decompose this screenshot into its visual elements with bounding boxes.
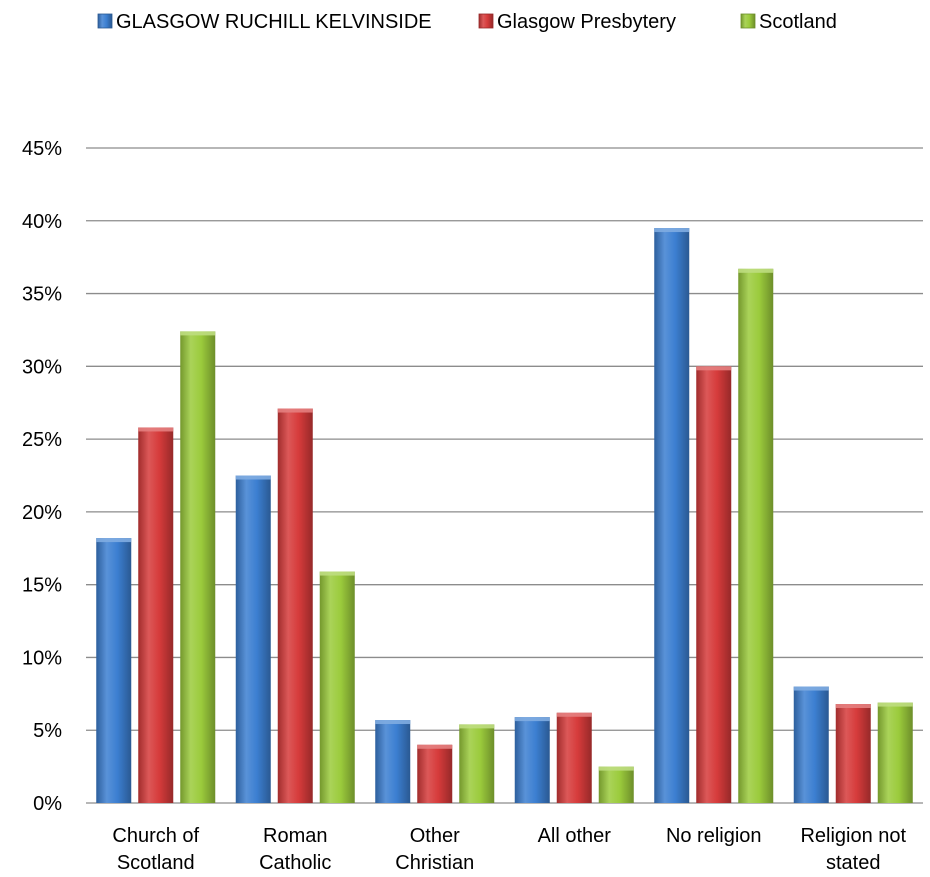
- bar: [96, 538, 132, 803]
- bar-top-bevel: [277, 408, 313, 413]
- bar-top-bevel: [793, 686, 829, 691]
- bar: [598, 766, 634, 803]
- y-tick-label: 45%: [22, 138, 62, 160]
- gridlines: [86, 147, 923, 804]
- legend-label: GLASGOW RUCHILL KELVINSIDE: [116, 11, 432, 33]
- bar: [235, 475, 271, 803]
- bar: [277, 408, 313, 803]
- x-tick-label: Other Christian: [395, 825, 474, 874]
- x-tick-label: All other: [538, 825, 612, 847]
- legend-label: Scotland: [759, 11, 837, 33]
- y-tick-label: 40%: [22, 211, 62, 233]
- legend-swatch: [97, 13, 113, 29]
- bar-top-bevel: [375, 720, 411, 725]
- bar-top-bevel: [235, 475, 271, 480]
- legend-swatch: [740, 13, 756, 29]
- bar: [556, 712, 592, 803]
- bar-top-bevel: [696, 366, 732, 371]
- bar-top-bevel: [180, 331, 216, 336]
- y-tick-label: 35%: [22, 284, 62, 306]
- y-tick-label: 0%: [33, 793, 62, 815]
- bar-top-bevel: [138, 427, 174, 432]
- bars: [96, 228, 913, 804]
- bar: [696, 366, 732, 803]
- legend-label: Glasgow Presbytery: [497, 11, 676, 33]
- bar: [835, 704, 871, 803]
- y-axis: 0% 5% 10% 15% 20% 25% 30% 35% 40% 45%: [22, 138, 62, 815]
- x-tick-label: Church of Scotland: [112, 825, 199, 874]
- legend: GLASGOW RUCHILL KELVINSIDE Glasgow Presby…: [97, 11, 837, 33]
- bar-top-bevel: [514, 717, 550, 722]
- y-tick-label: 10%: [22, 647, 62, 669]
- bar: [417, 744, 453, 803]
- bar: [877, 702, 913, 803]
- x-tick-label: Religion not stated: [800, 825, 906, 874]
- y-tick-label: 25%: [22, 429, 62, 451]
- bar: [654, 228, 690, 804]
- x-tick-label: Roman Catholic: [259, 825, 331, 874]
- bar: [138, 427, 174, 803]
- bar-top-bevel: [835, 704, 871, 709]
- legend-swatch: [478, 13, 494, 29]
- y-tick-label: 15%: [22, 575, 62, 597]
- bar-top-bevel: [417, 744, 453, 749]
- bar: [375, 720, 411, 803]
- y-tick-label: 5%: [33, 720, 62, 742]
- bar-top-bevel: [598, 766, 634, 771]
- bar: [793, 686, 829, 803]
- bar-top-bevel: [459, 724, 495, 729]
- bar: [459, 724, 495, 803]
- bar: [180, 331, 216, 803]
- x-axis: Church of Scotland Roman Catholic Other Chris…: [112, 825, 906, 874]
- bar: [319, 571, 355, 803]
- bar-top-bevel: [556, 712, 592, 717]
- bar: [738, 268, 774, 803]
- x-tick-label: No religion: [666, 825, 762, 847]
- y-tick-label: 20%: [22, 502, 62, 524]
- bar: [514, 717, 550, 803]
- bar-top-bevel: [738, 268, 774, 273]
- bar-top-bevel: [877, 702, 913, 707]
- bar-top-bevel: [319, 571, 355, 576]
- bar-top-bevel: [654, 228, 690, 233]
- y-tick-label: 30%: [22, 356, 62, 378]
- bar-top-bevel: [96, 538, 132, 543]
